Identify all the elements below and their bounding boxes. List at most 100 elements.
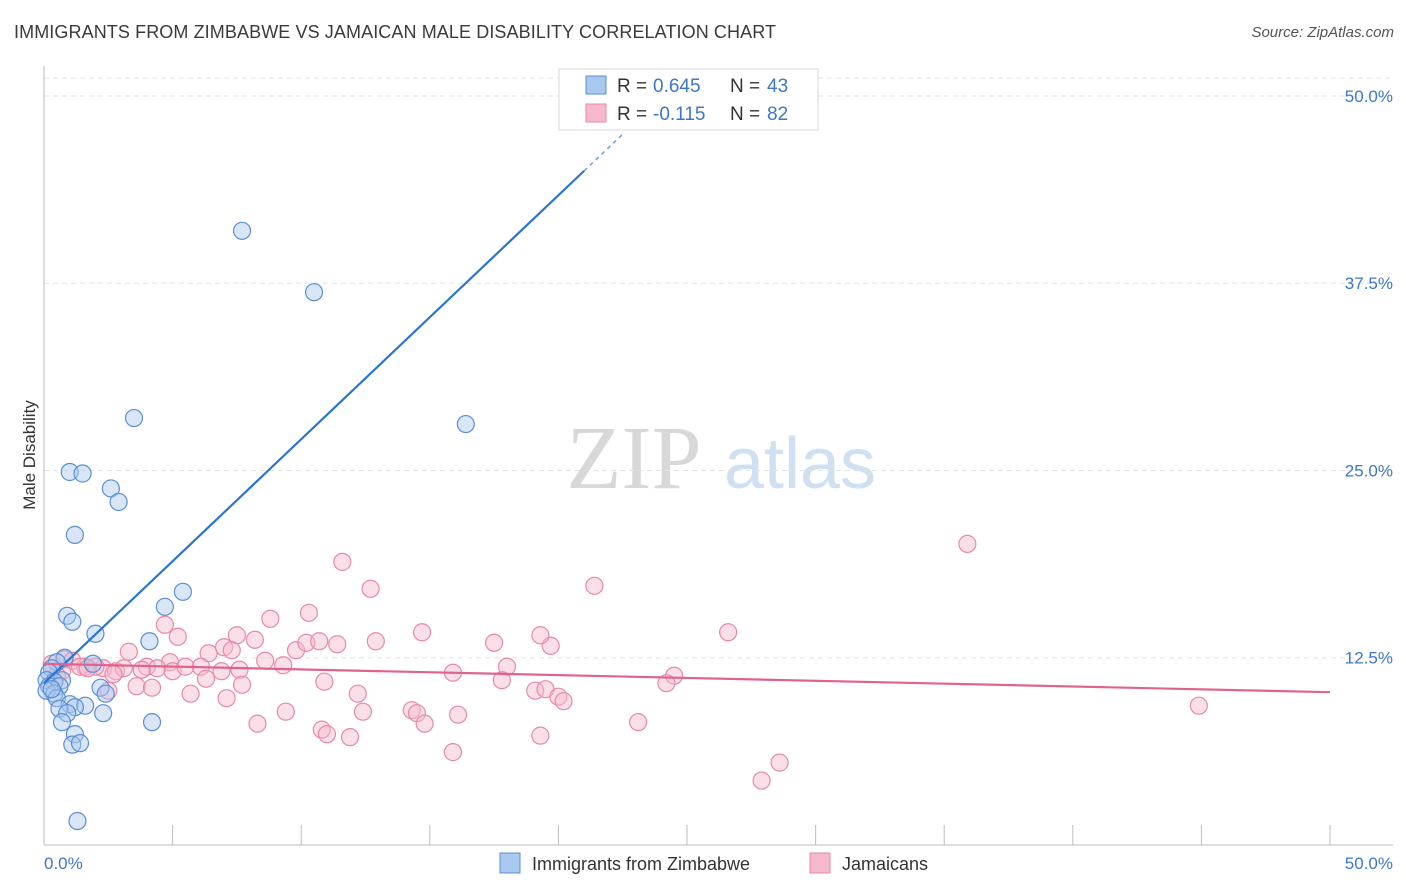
- legend-swatch-immigrants-from-zimbabwe: [499, 852, 521, 874]
- watermark-atlas: atlas: [724, 424, 876, 504]
- jamaicans-point: [629, 713, 648, 732]
- legend-r-label-jamaicans: R =: [617, 104, 647, 125]
- y-tick-labels: 12.5% 25.0% 37.5% 50.0%: [1345, 87, 1393, 668]
- jamaicans-point: [155, 615, 174, 634]
- y-tick-label: 50.0%: [1345, 87, 1393, 106]
- jamaicans-point: [276, 702, 295, 721]
- jamaicans-point: [361, 579, 380, 598]
- zimbabwe-trend-extension: [583, 133, 624, 172]
- zimbabwe-point: [101, 479, 120, 498]
- jamaicans-point: [770, 753, 789, 772]
- legend-n-value-zimbabwe: 43: [767, 76, 788, 97]
- chart-title: IMMIGRANTS FROM ZIMBABWE VS JAMAICAN MAL…: [14, 22, 777, 42]
- source-credit: Source: ZipAtlas.com: [1251, 24, 1394, 41]
- jamaicans-point: [142, 678, 162, 697]
- jamaicans-point: [199, 644, 218, 663]
- zimbabwe-point: [155, 597, 174, 616]
- jamaicans-point: [366, 632, 385, 651]
- legend-swatch-jamaicans: [585, 103, 607, 123]
- jamaicans-point: [222, 641, 241, 660]
- zimbabwe-point: [96, 684, 115, 703]
- watermark-zip: ZIP: [567, 409, 702, 508]
- legend-swatch-jamaicans-bottom: [809, 852, 831, 874]
- jamaicans-point: [310, 632, 329, 651]
- zimbabwe-point: [70, 734, 90, 753]
- jamaicans-point: [181, 684, 200, 703]
- jamaicans-points: [42, 534, 1208, 790]
- zimbabwe-point: [65, 725, 84, 744]
- legend-swatch-zimbabwe: [585, 75, 607, 95]
- y-tick-label: 25.0%: [1345, 461, 1393, 480]
- x-tick-label-max: 50.0%: [1345, 854, 1393, 873]
- zimbabwe-trend-line: [43, 170, 585, 685]
- zimbabwe-point: [73, 464, 92, 483]
- zimbabwe-point: [42, 680, 61, 699]
- jamaicans-point: [148, 659, 167, 678]
- jamaicans-point: [497, 657, 517, 676]
- jamaicans-point: [315, 672, 334, 691]
- jamaicans-point: [274, 656, 293, 675]
- jamaicans-point: [348, 684, 367, 703]
- legend-r-label-zimbabwe: R =: [617, 76, 647, 97]
- jamaicans-point: [261, 609, 280, 628]
- jamaicans-point: [585, 576, 604, 595]
- y-tick-label: 37.5%: [1345, 274, 1393, 293]
- zimbabwe-point: [58, 606, 77, 625]
- jamaicans-point: [104, 665, 123, 684]
- jamaicans-point: [353, 702, 373, 721]
- zimbabwe-point: [456, 414, 475, 434]
- jamaicans-point: [531, 626, 550, 645]
- jamaicans-point: [448, 705, 468, 724]
- x-tick-label-min: 0.0%: [44, 854, 83, 873]
- zimbabwe-point: [91, 678, 110, 697]
- jamaicans-point: [485, 633, 504, 652]
- jamaicans-point: [230, 660, 249, 679]
- zimbabwe-point: [304, 283, 324, 302]
- jamaicans-point: [212, 662, 231, 681]
- y-axis-label: Male Disability: [20, 400, 39, 510]
- zimbabwe-point: [94, 704, 113, 723]
- zimbabwe-point: [173, 582, 192, 601]
- jamaicans-point: [245, 630, 265, 649]
- jamaicans-point: [340, 728, 360, 747]
- zimbabwe-point: [142, 713, 162, 732]
- gridlines: [44, 77, 1393, 659]
- zimbabwe-points: [37, 221, 475, 831]
- jamaicans-point: [196, 669, 216, 688]
- zimbabwe-point: [232, 221, 252, 240]
- jamaicans-point: [86, 657, 105, 676]
- jamaicans-point: [119, 642, 138, 661]
- jamaicans-point: [299, 603, 319, 622]
- zimbabwe-point: [65, 525, 84, 544]
- legend-label-immigrants-from-zimbabwe: Immigrants from Zimbabwe: [532, 854, 750, 874]
- jamaicans-point: [328, 635, 347, 654]
- jamaicans-point: [719, 623, 738, 642]
- jamaicans-point: [412, 623, 432, 642]
- jamaicans-point: [132, 660, 151, 679]
- zimbabwe-point: [63, 612, 82, 631]
- trend-lines: [43, 133, 1331, 694]
- correlation-legend: R = 0.645 N = 43 R = -0.115 N = 82: [558, 68, 819, 131]
- zimbabwe-point: [109, 492, 128, 512]
- legend-n-label-jamaicans: N =: [730, 104, 760, 125]
- jamaicans-point: [1189, 696, 1208, 715]
- jamaicans-point: [402, 701, 421, 720]
- jamaicans-point: [217, 689, 236, 708]
- jamaicans-point: [554, 692, 573, 711]
- jamaicans-point: [492, 671, 511, 690]
- legend-label-jamaicans: Jamaicans: [842, 854, 928, 874]
- zimbabwe-point: [124, 408, 144, 428]
- axes: [43, 66, 1393, 846]
- legend-r-value-jamaicans: -0.115: [653, 104, 705, 125]
- zimbabwe-point: [58, 704, 77, 723]
- jamaicans-point: [752, 771, 771, 790]
- series-legend: Immigrants from Zimbabwe Jamaicans: [499, 852, 928, 874]
- jamaicans-point: [958, 534, 977, 553]
- legend-r-value-zimbabwe: 0.645: [653, 76, 701, 97]
- jamaicans-point: [114, 659, 133, 678]
- jamaicans-point: [665, 666, 684, 685]
- jamaicans-point: [333, 552, 352, 571]
- jamaicans-point: [443, 743, 463, 762]
- jamaicans-point: [127, 677, 146, 696]
